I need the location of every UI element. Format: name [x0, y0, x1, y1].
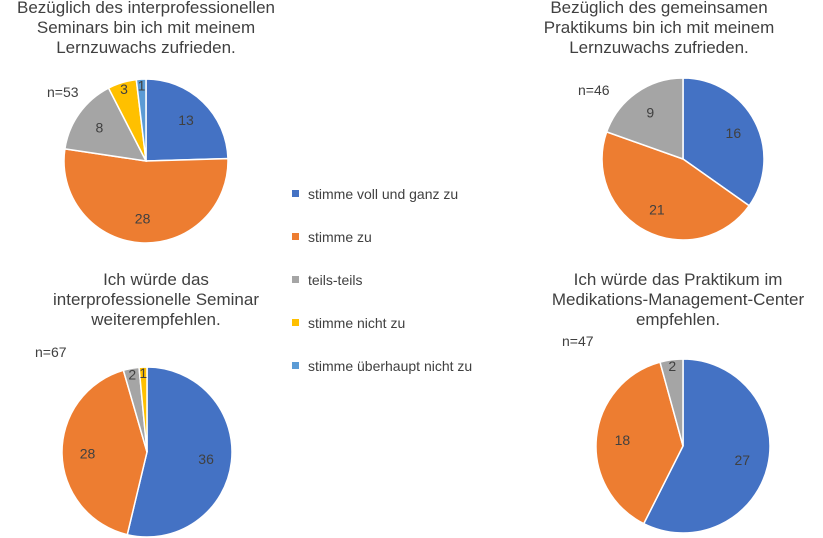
data-label-1-1: 13	[178, 112, 194, 128]
chart-1-title-line-2: Seminars bin ich mit meinem	[36, 18, 256, 37]
legend-item: stimme nicht zu	[292, 301, 472, 344]
chart-1-title: Bezüglich des interprofessionellen Semin…	[0, 0, 296, 58]
pie-slice-3-1	[126, 366, 233, 538]
data-label-1-3: 8	[95, 120, 103, 136]
pie-slice-2-3	[605, 77, 684, 161]
legend-label: stimme überhaupt nicht zu	[308, 357, 473, 374]
legend: stimme voll und ganz zu stimme zu teils-…	[292, 172, 472, 387]
data-label-2-3: 9	[646, 105, 654, 121]
chart-1-pie: 13 28 8 3 1	[63, 78, 229, 244]
chart-3-pie: 36 28 2 1	[61, 365, 233, 538]
chart-4-title-line-3: empfehlen.	[635, 310, 721, 329]
data-label-4-1: 27	[734, 452, 750, 468]
data-label-4-2: 18	[615, 432, 631, 448]
legend-item: teils-teils	[292, 258, 472, 301]
legend-label: teils-teils	[308, 271, 363, 288]
chart-4-n-label: n=47	[562, 333, 594, 349]
pie-slice-4-3	[659, 358, 684, 447]
pie-slice-4-1	[642, 358, 771, 534]
chart-3-title: Ich würde das interprofessionelle Semina…	[0, 270, 316, 330]
legend-label: stimme zu	[308, 228, 372, 245]
legend-item: stimme zu	[292, 215, 472, 258]
legend-swatch	[292, 233, 299, 240]
legend-swatch	[292, 190, 299, 197]
data-label-1-5: 1	[138, 78, 146, 94]
pie-slice-3-2	[61, 369, 148, 536]
chart-3-title-line-1: Ich würde das	[103, 270, 209, 289]
pie-slice-3-4	[138, 366, 148, 453]
chart-2-title-line-2: Praktikums bin ich mit meinem	[543, 18, 775, 37]
pie-slice-1-3	[64, 87, 148, 162]
legend-label: stimme voll und ganz zu	[308, 185, 459, 202]
chart-2-n-label: n=46	[578, 82, 610, 98]
chart-3-title-line-3: weiterempfehlen.	[91, 310, 221, 329]
chart-2-pie: 16 21 9	[601, 77, 765, 241]
pie-slice-1-5	[135, 78, 147, 162]
legend-swatch	[292, 276, 299, 283]
pie-slice-2-1	[682, 77, 765, 207]
data-label-2-2: 21	[649, 201, 665, 217]
legend-swatch	[292, 319, 299, 326]
chart-3-title-line-2: interprofessionelle Seminar	[53, 290, 259, 309]
data-label-3-3: 2	[128, 366, 136, 382]
pie-slice-2-2	[601, 130, 751, 241]
data-label-2-1: 16	[726, 125, 742, 141]
legend-item: stimme voll und ganz zu	[292, 172, 472, 215]
data-label-3-1: 36	[198, 451, 214, 467]
chart-2-title: Bezüglich des gemeinsamen Praktikums bin…	[509, 0, 809, 58]
data-label-3-2: 28	[80, 445, 96, 461]
data-label-1-2: 28	[135, 210, 151, 226]
pie-slice-4-2	[595, 361, 684, 525]
chart-4-title-line-1: Ich würde das Praktikum im	[573, 270, 783, 289]
chart-2-title-line-3: Lernzuwachs zufrieden.	[569, 38, 749, 57]
chart-4-pie: 27 18 2	[595, 358, 771, 534]
pie-slice-1-2	[63, 148, 229, 244]
data-label-1-4: 3	[120, 81, 128, 97]
data-label-3-4: 1	[139, 365, 147, 381]
chart-1-title-line-1: Bezüglich des interprofessionellen	[17, 0, 275, 17]
chart-4-title: Ich würde das Praktikum im Medikations-M…	[530, 270, 823, 330]
legend-label: stimme nicht zu	[308, 314, 406, 331]
chart-1-n-label: n=53	[47, 84, 79, 100]
legend-item: stimme überhaupt nicht zu	[292, 344, 472, 387]
data-label-4-3: 2	[668, 358, 676, 374]
pie-slice-1-1	[145, 78, 229, 162]
chart-4-title-line-2: Medikations-Management-Center	[551, 290, 805, 309]
chart-3-n-label: n=67	[35, 344, 67, 360]
chart-2-title-line-1: Bezüglich des gemeinsamen	[550, 0, 768, 17]
legend-swatch	[292, 362, 299, 369]
chart-1-title-line-3: Lernzuwachs zufrieden.	[56, 38, 236, 57]
